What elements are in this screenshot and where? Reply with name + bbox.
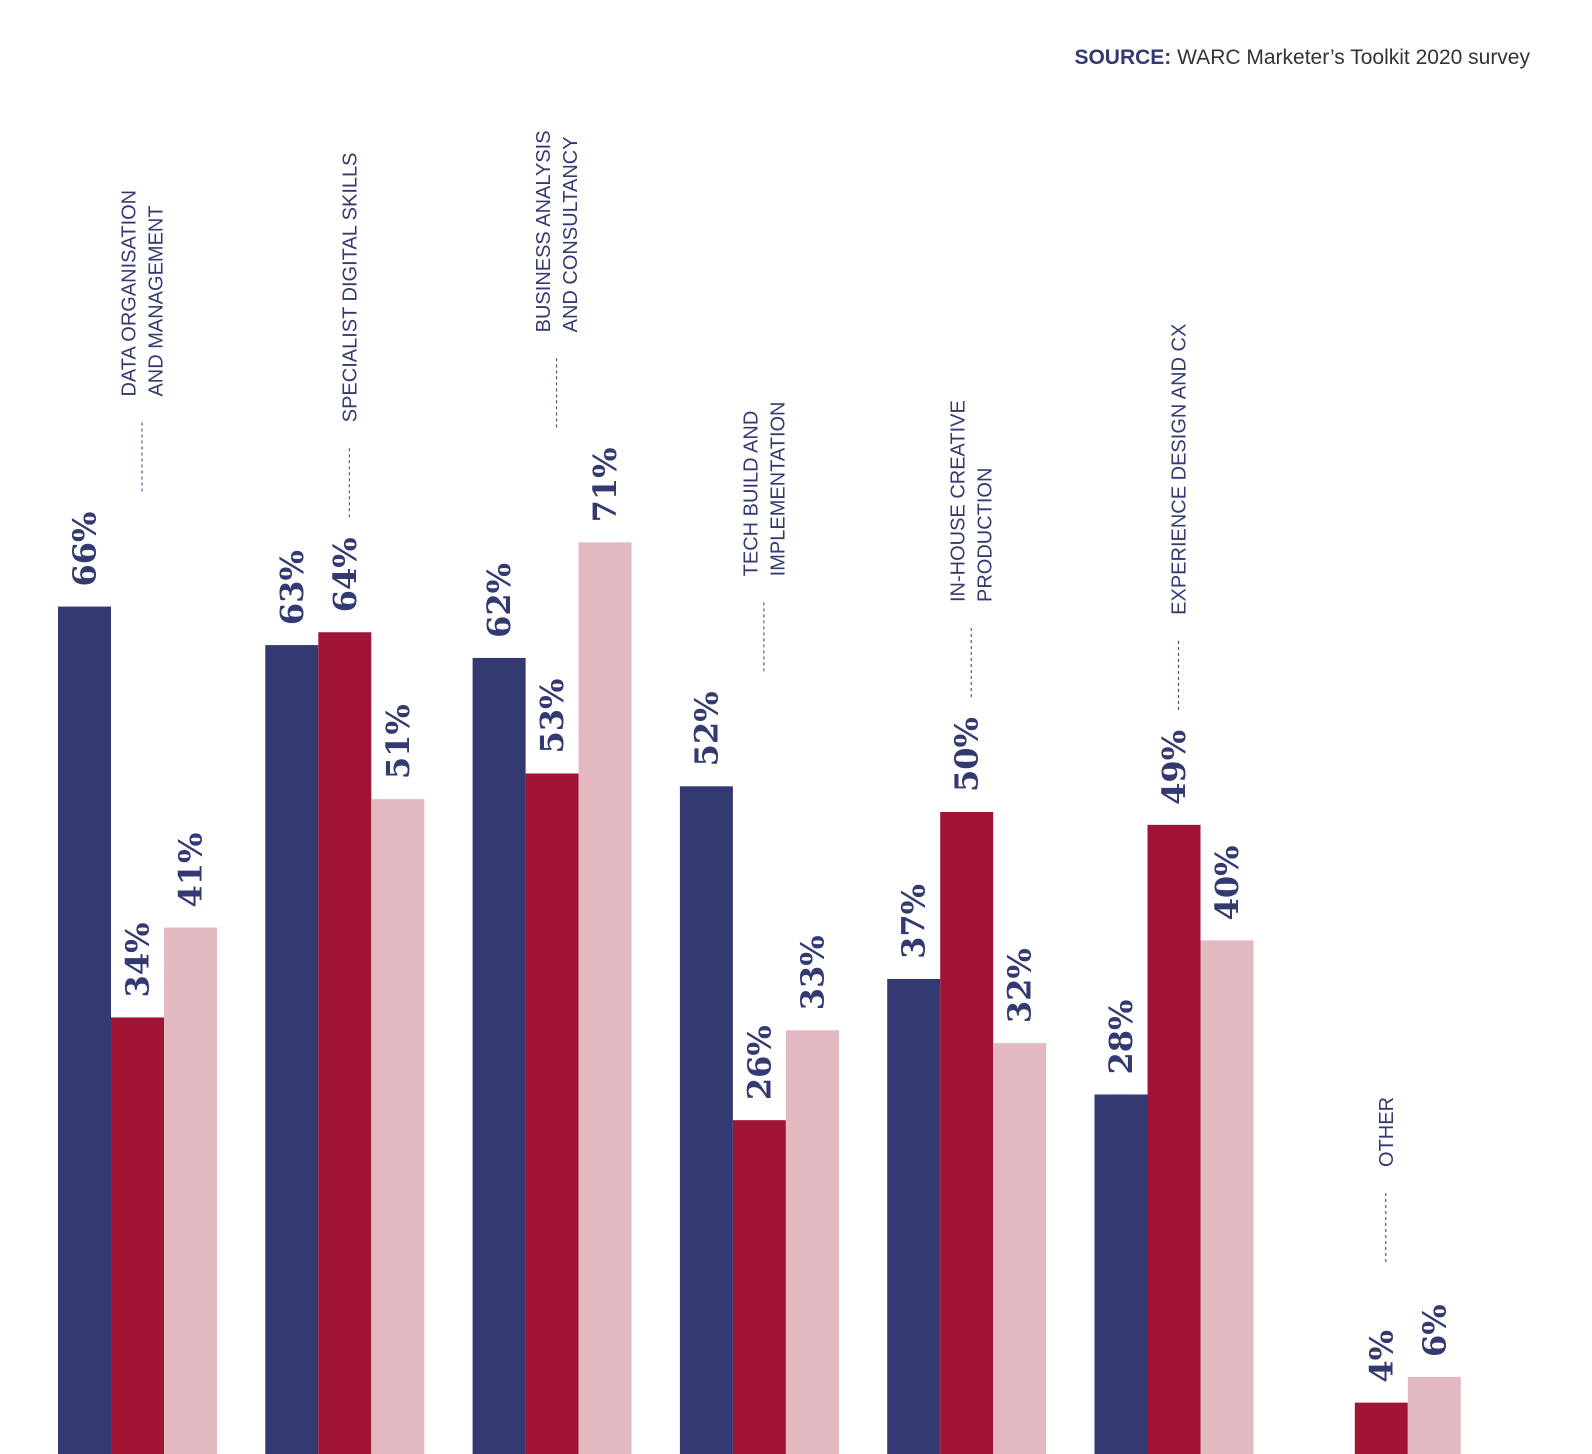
bar (1094, 1094, 1148, 1454)
bar (1407, 1376, 1461, 1454)
data-label: 41% (172, 833, 210, 908)
category-label: PRODUCTION (975, 468, 997, 602)
data-label: 28% (1102, 1000, 1140, 1075)
bar (318, 632, 372, 1454)
category-label: SPECIALIST DIGITAL SKILLS (339, 152, 361, 422)
bar (525, 773, 579, 1454)
data-label: 6% (1415, 1304, 1453, 1357)
category-label: TECH BUILD AND (740, 411, 762, 577)
category-label: OTHER (1376, 1097, 1398, 1167)
bar (940, 812, 994, 1454)
bar (1354, 1402, 1408, 1454)
source-note: SOURCE: WARC Marketer’s Toolkit 2020 sur… (1074, 46, 1530, 70)
bar (164, 927, 217, 1454)
data-label: 37% (895, 884, 933, 959)
data-label: 33% (793, 935, 831, 1010)
data-label: 62% (480, 563, 518, 638)
bar (732, 1120, 786, 1454)
category-label: AND MANAGEMENT (146, 205, 168, 396)
bar (1200, 940, 1254, 1454)
bar (1147, 824, 1201, 1454)
bar (785, 1030, 839, 1454)
data-label: 49% (1155, 730, 1193, 805)
data-label: 4% (1362, 1330, 1400, 1383)
data-label: 71% (586, 447, 624, 522)
data-label: 26% (740, 1025, 778, 1100)
bar (578, 542, 632, 1454)
bar (371, 799, 425, 1454)
data-label: 66% (66, 512, 104, 587)
category-label: EXPERIENCE DESIGN AND CX (1169, 324, 1191, 615)
bar (679, 786, 733, 1454)
data-label: 51% (379, 704, 417, 779)
category-label: IN-HOUSE CREATIVE (948, 400, 970, 602)
data-label: 52% (687, 691, 725, 766)
data-label: 53% (533, 679, 571, 754)
bar (993, 1043, 1047, 1454)
data-label: 50% (948, 717, 986, 792)
source-text: WARC Marketer’s Toolkit 2020 survey (1177, 46, 1530, 69)
data-label: 63% (273, 550, 311, 625)
bar (58, 606, 111, 1454)
data-label: 40% (1208, 845, 1246, 920)
bar (887, 978, 941, 1454)
category-label: AND CONSULTANCY (560, 136, 582, 332)
bar (472, 657, 526, 1454)
category-label: DATA ORGANISATION (119, 190, 141, 397)
data-label: 32% (1001, 948, 1039, 1023)
data-label: 34% (119, 923, 157, 998)
category-label: IMPLEMENTATION (767, 401, 789, 576)
source-lead: SOURCE: (1074, 46, 1172, 69)
bar (265, 645, 319, 1454)
data-label: 64% (326, 537, 364, 612)
bar (111, 1017, 164, 1454)
category-label: BUSINESS ANALYSIS (533, 130, 555, 332)
